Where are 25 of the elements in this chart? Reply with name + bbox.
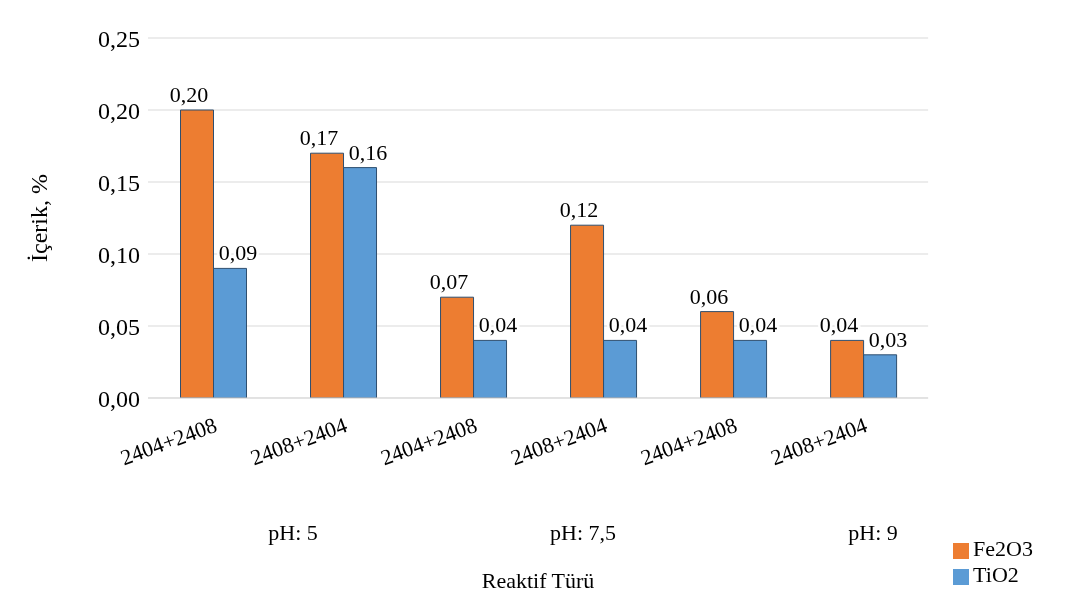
legend-label: TiO2 [973,562,1019,587]
text: pH: 7,5 [549,520,617,546]
y-axis-title: İçerik, % [25,174,52,262]
text: pH: 9 [848,520,898,545]
data-label: 0,04 [819,312,859,338]
y-tick-label: 0,05 [98,313,140,340]
y-tick-label: 0,25 [98,25,140,52]
y-tick-label: 0,10 [98,241,140,268]
data-label: 0,16 [348,139,388,165]
data-label: 0,12 [559,197,599,223]
data-label: 0,20 [169,82,209,107]
data-label: 0,04 [738,312,778,338]
text: pH: 5 [267,520,319,546]
data-label: 0,06 [689,283,729,309]
data-label: 0,17 [299,125,339,151]
data-label: 0,04 [608,312,648,338]
y-tick-label: 0,20 [98,97,140,124]
data-label: 0,09 [218,240,258,266]
data-label: 0,03 [868,326,908,352]
data-label: 0,04 [478,312,518,338]
y-tick-label: 0,00 [98,385,140,412]
x-axis-title: Reaktif Türü [481,568,595,593]
data-label: 0,07 [429,269,469,295]
y-tick-label: 0,15 [98,169,140,196]
legend-label: Fe2O3 [973,536,1033,561]
